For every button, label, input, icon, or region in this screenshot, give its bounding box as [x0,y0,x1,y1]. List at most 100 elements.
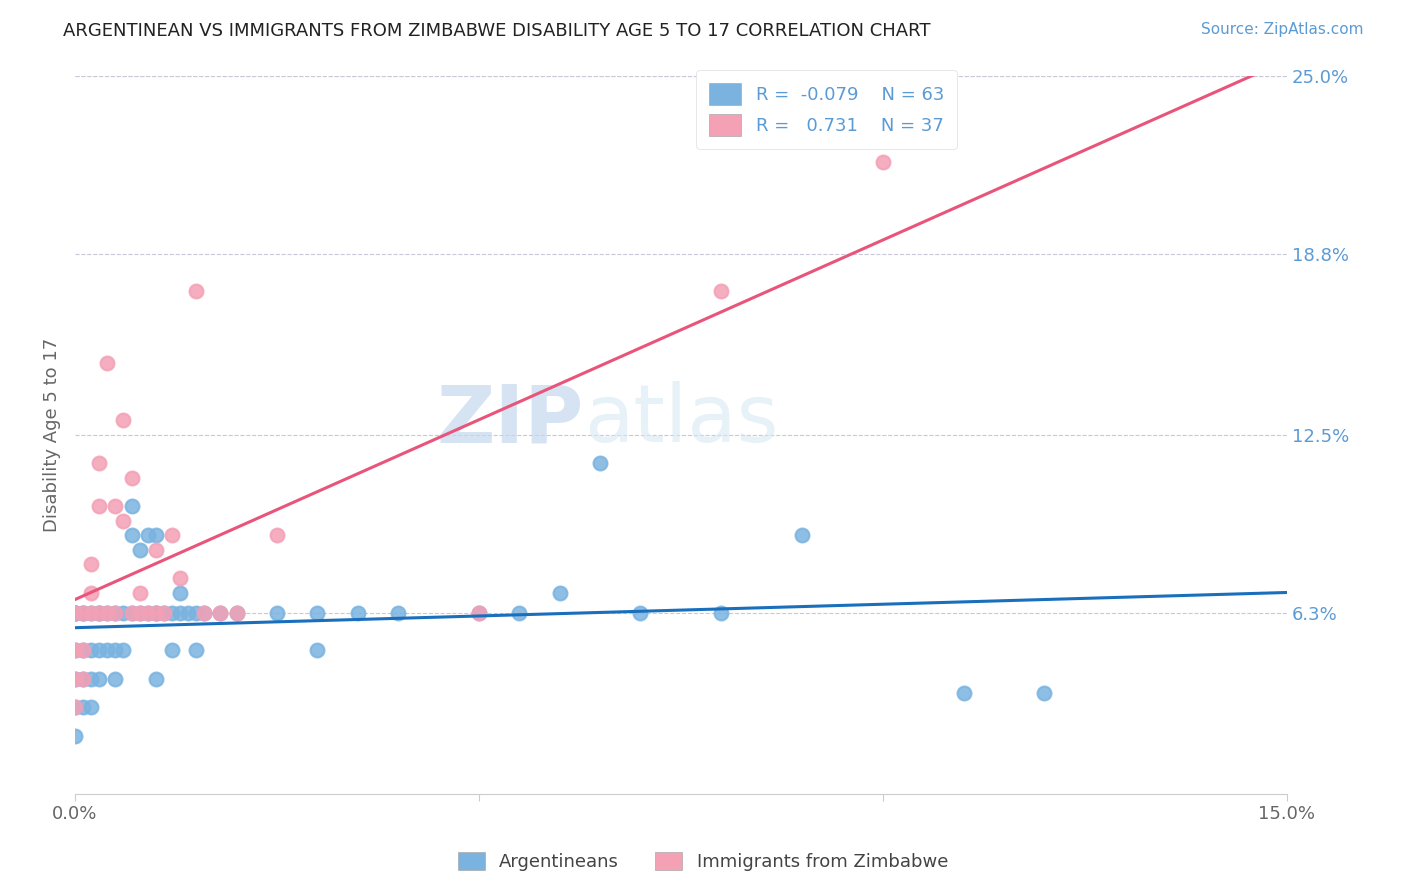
Point [112,643,135,657]
Point [145,672,167,686]
Point [128,606,150,620]
Point [89,672,111,686]
Point [63,606,86,620]
Point [72,606,94,620]
Text: atlas: atlas [583,381,779,459]
Point [225,606,247,620]
Point [468,606,491,620]
Point [136,606,159,620]
Point [104,500,127,514]
Point [63,700,86,714]
Point [193,606,215,620]
Point [63,606,86,620]
Point [266,606,288,620]
Point [89,500,111,514]
Point [186,284,208,298]
Point [112,606,135,620]
Point [112,413,135,427]
Point [89,606,111,620]
Point [63,643,86,657]
Point [63,672,86,686]
Point [121,606,143,620]
Point [145,606,167,620]
Point [80,585,103,599]
Point [89,456,111,470]
Point [193,606,215,620]
Point [589,456,612,470]
Point [89,643,111,657]
Point [209,606,232,620]
Point [121,606,143,620]
Point [128,606,150,620]
Point [128,542,150,557]
Point [186,606,208,620]
Point [136,528,159,542]
Point [177,606,200,620]
Point [72,672,94,686]
Point [1033,686,1056,700]
Point [145,606,167,620]
Point [468,606,491,620]
Point [96,356,118,370]
Point [508,606,530,620]
Point [872,154,894,169]
Point [89,606,111,620]
Point [96,643,118,657]
Point [145,542,167,557]
Point [72,643,94,657]
Point [112,514,135,528]
Point [63,606,86,620]
Legend: R =  -0.079    N = 63, R =   0.731    N = 37: R = -0.079 N = 63, R = 0.731 N = 37 [696,70,956,149]
Point [89,606,111,620]
Point [145,606,167,620]
Point [121,528,143,542]
Point [96,606,118,620]
Point [209,606,232,620]
Y-axis label: Disability Age 5 to 17: Disability Age 5 to 17 [44,337,60,532]
Point [63,672,86,686]
Point [104,606,127,620]
Point [72,606,94,620]
Point [72,672,94,686]
Point [104,606,127,620]
Point [387,606,409,620]
Point [153,606,176,620]
Point [63,700,86,714]
Point [169,585,191,599]
Point [96,606,118,620]
Point [63,606,86,620]
Point [80,672,103,686]
Point [710,606,733,620]
Point [160,643,183,657]
Point [104,672,127,686]
Point [186,643,208,657]
Point [346,606,368,620]
Point [225,606,247,620]
Point [104,643,127,657]
Point [153,606,176,620]
Text: Source: ZipAtlas.com: Source: ZipAtlas.com [1201,22,1364,37]
Point [160,606,183,620]
Point [128,585,150,599]
Point [266,528,288,542]
Point [307,606,329,620]
Point [80,643,103,657]
Text: ARGENTINEAN VS IMMIGRANTS FROM ZIMBABWE DISABILITY AGE 5 TO 17 CORRELATION CHART: ARGENTINEAN VS IMMIGRANTS FROM ZIMBABWE … [63,22,931,40]
Point [307,643,329,657]
Point [63,643,86,657]
Point [790,528,813,542]
Point [145,528,167,542]
Point [630,606,652,620]
Point [121,500,143,514]
Point [80,606,103,620]
Legend: Argentineans, Immigrants from Zimbabwe: Argentineans, Immigrants from Zimbabwe [450,845,956,879]
Point [80,606,103,620]
Point [72,606,94,620]
Point [80,557,103,571]
Point [548,585,571,599]
Point [72,700,94,714]
Point [952,686,974,700]
Text: ZIP: ZIP [437,381,583,459]
Point [80,700,103,714]
Point [710,284,733,298]
